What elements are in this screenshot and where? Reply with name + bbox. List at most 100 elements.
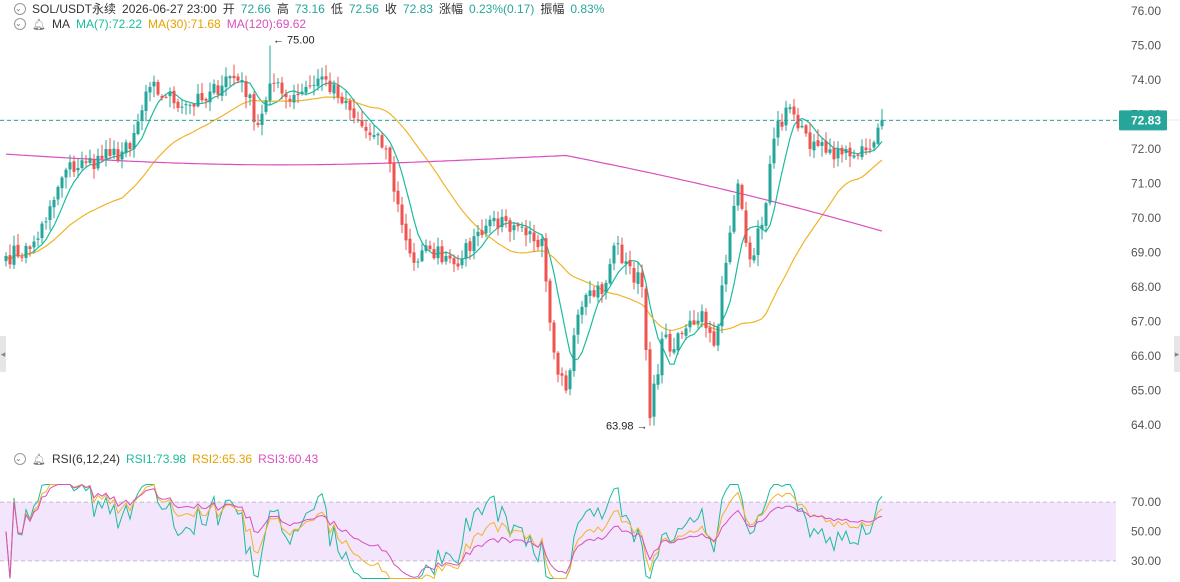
candle[interactable] xyxy=(752,247,756,264)
candle[interactable] xyxy=(248,93,252,106)
candle[interactable] xyxy=(672,337,676,355)
candle[interactable] xyxy=(112,140,116,159)
candle[interactable] xyxy=(328,72,332,95)
candle[interactable] xyxy=(448,249,452,264)
candle[interactable] xyxy=(180,98,184,114)
candle[interactable] xyxy=(232,64,236,86)
candle[interactable] xyxy=(56,185,60,206)
candle[interactable] xyxy=(356,111,360,123)
candle[interactable] xyxy=(308,75,312,89)
candle[interactable] xyxy=(352,98,356,124)
candle[interactable] xyxy=(408,228,412,258)
candle[interactable] xyxy=(544,233,548,293)
candle[interactable] xyxy=(648,341,652,426)
candle[interactable] xyxy=(684,324,688,341)
candle[interactable] xyxy=(656,364,660,390)
candle[interactable] xyxy=(84,154,88,167)
candle[interactable] xyxy=(192,102,196,116)
candle[interactable] xyxy=(72,155,76,178)
candle[interactable] xyxy=(864,138,868,156)
candle[interactable] xyxy=(660,331,664,384)
candle[interactable] xyxy=(52,196,56,219)
candle[interactable] xyxy=(320,67,324,91)
candle[interactable] xyxy=(4,252,8,267)
candle[interactable] xyxy=(860,139,864,160)
candle[interactable] xyxy=(176,98,180,112)
alert-bell-icon[interactable]: 🔔︎ xyxy=(32,18,46,31)
candle[interactable] xyxy=(636,262,640,294)
candle[interactable] xyxy=(196,84,200,108)
candle[interactable] xyxy=(164,94,168,99)
candle[interactable] xyxy=(336,76,340,104)
candle[interactable] xyxy=(144,84,148,122)
candle[interactable] xyxy=(80,151,84,170)
candle[interactable] xyxy=(604,279,608,300)
candle[interactable] xyxy=(580,300,584,324)
candle[interactable] xyxy=(228,75,232,87)
candle[interactable] xyxy=(460,250,464,269)
candle[interactable] xyxy=(68,154,72,178)
candle[interactable] xyxy=(708,320,712,343)
candle[interactable] xyxy=(36,231,40,247)
candle[interactable] xyxy=(40,221,44,244)
candle[interactable] xyxy=(340,92,344,105)
candle[interactable] xyxy=(76,158,80,178)
candle[interactable] xyxy=(700,304,704,328)
rsi-panel[interactable]: 70.00 50.00 30.00 xyxy=(0,483,1161,580)
candle[interactable] xyxy=(572,327,576,377)
candle[interactable] xyxy=(128,141,132,157)
candle[interactable] xyxy=(32,235,36,254)
candle[interactable] xyxy=(16,233,20,259)
candle[interactable] xyxy=(504,209,508,228)
candle[interactable] xyxy=(512,222,516,241)
candle[interactable] xyxy=(480,219,484,239)
candle[interactable] xyxy=(812,133,816,159)
candle[interactable] xyxy=(148,81,152,102)
candle[interactable] xyxy=(440,239,444,265)
candle[interactable] xyxy=(12,235,16,269)
candle[interactable] xyxy=(644,286,648,361)
candle[interactable] xyxy=(540,234,544,258)
candle[interactable] xyxy=(212,79,216,95)
candle[interactable] xyxy=(508,217,512,242)
candle[interactable] xyxy=(816,129,820,148)
candle[interactable] xyxy=(808,122,812,157)
candle[interactable] xyxy=(348,98,352,120)
candle[interactable] xyxy=(676,331,680,355)
candle[interactable] xyxy=(160,94,164,101)
candle[interactable] xyxy=(360,110,364,128)
candle[interactable] xyxy=(244,75,248,109)
candle[interactable] xyxy=(256,114,260,128)
candle[interactable] xyxy=(716,323,720,352)
candle[interactable] xyxy=(552,319,556,360)
candle[interactable] xyxy=(520,222,524,232)
candle[interactable] xyxy=(280,76,284,100)
candle[interactable] xyxy=(732,195,736,235)
candle[interactable] xyxy=(756,220,760,267)
candle[interactable] xyxy=(564,370,568,394)
candle[interactable] xyxy=(764,201,768,233)
candle[interactable] xyxy=(548,278,552,332)
candle[interactable] xyxy=(200,82,204,103)
candle[interactable] xyxy=(468,237,472,260)
candle[interactable] xyxy=(388,146,392,173)
candle[interactable] xyxy=(780,113,784,131)
candle[interactable] xyxy=(292,84,296,110)
candle[interactable] xyxy=(516,222,520,232)
candle[interactable] xyxy=(304,80,308,96)
candle[interactable] xyxy=(640,264,644,298)
collapse-chevron-icon[interactable]: ⌄ xyxy=(14,18,26,30)
candle[interactable] xyxy=(664,323,668,340)
scroll-right-arrow-icon[interactable]: ▸ xyxy=(1174,336,1180,372)
candle[interactable] xyxy=(28,245,32,257)
candle[interactable] xyxy=(704,308,708,338)
candle[interactable] xyxy=(316,69,320,91)
candle[interactable] xyxy=(428,240,432,252)
candle[interactable] xyxy=(156,79,160,97)
candle[interactable] xyxy=(832,141,836,168)
candle[interactable] xyxy=(120,142,124,169)
candle[interactable] xyxy=(680,330,684,339)
candlesticks[interactable] xyxy=(4,45,884,426)
candle[interactable] xyxy=(252,91,256,131)
